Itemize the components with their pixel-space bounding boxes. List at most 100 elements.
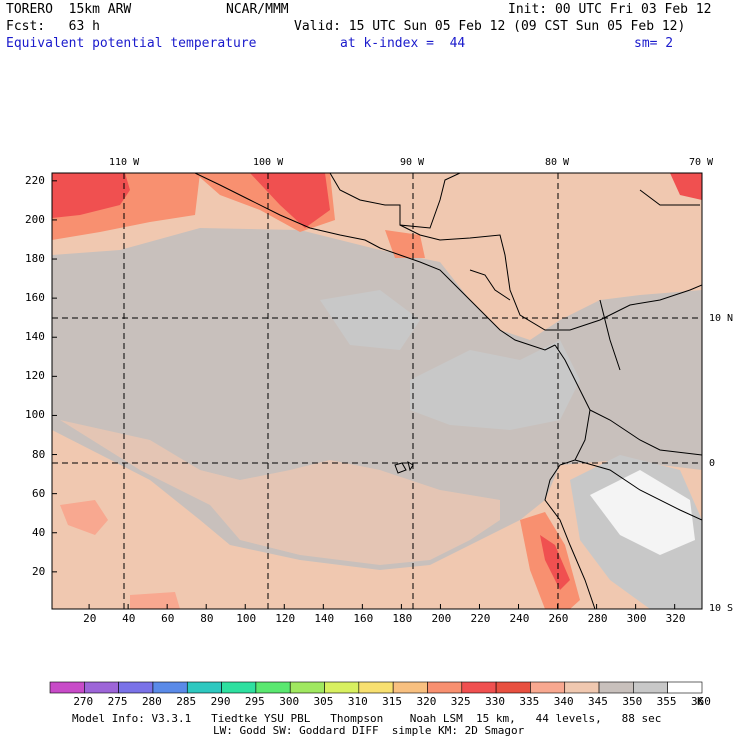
lon-label-70w: 70 W	[689, 157, 714, 168]
colorbar-swatch	[633, 681, 668, 694]
x-tick-label: 260	[548, 612, 569, 625]
coastlines	[194, 173, 702, 609]
lat-label-10s: 10 S	[709, 603, 734, 614]
y-tick-label: 80	[32, 447, 46, 461]
colorbar-value: 350	[622, 695, 643, 708]
colorbar-value: 345	[588, 695, 608, 708]
shade-325-330-guatemala	[385, 230, 425, 258]
colorbar-swatch	[221, 681, 257, 694]
colorbar-swatch	[667, 681, 703, 694]
yucatan-coast	[329, 173, 461, 229]
x-tick-label: 220	[470, 612, 491, 625]
y-tick-label: 120	[25, 369, 45, 383]
lon-label-110w: 110 W	[109, 157, 140, 168]
level-index: at k-index = 44	[340, 36, 466, 51]
y-tick-label: 180	[25, 252, 45, 266]
colorbar-swatch	[84, 681, 119, 694]
shade-335-340-s	[130, 592, 180, 609]
colorbar-value: 290	[210, 695, 231, 708]
colorbar-value: 340	[553, 695, 574, 708]
colorbar-value: 275	[107, 695, 128, 708]
graticule	[52, 173, 702, 609]
colombia-border	[589, 409, 702, 456]
colorbar-value: 320	[416, 695, 437, 708]
galapagos-island-1	[394, 462, 407, 474]
init-time: Init: 00 UTC Fri 03 Feb 12	[508, 2, 712, 17]
model-info: Model Info: V3.3.1 Tiedtke YSU PBL Thomp…	[72, 712, 662, 725]
colorbar-value: 355	[656, 695, 677, 708]
colorbar-swatch	[186, 681, 222, 694]
colorbar-swatch	[118, 681, 154, 694]
colorbar	[49, 681, 703, 694]
colorbar-swatch	[427, 681, 463, 694]
shade-355-360	[590, 470, 695, 555]
y-tick-label: 100	[25, 408, 45, 422]
nicaragua-border	[469, 269, 511, 301]
x-tick-label: 100	[236, 612, 257, 625]
forecast-hour: Fcst: 63 h	[6, 19, 100, 34]
colorbar-swatch	[392, 681, 428, 694]
colorbar-value: 300	[279, 695, 300, 708]
colorbar-value: 315	[382, 695, 403, 708]
colorbar-unit: K	[697, 695, 704, 708]
pacific-coast-central-america	[194, 173, 556, 351]
colorbar-swatch	[255, 681, 291, 694]
south-america-west-coast	[544, 344, 596, 609]
y-tick-label: 160	[25, 291, 45, 305]
hispaniola-coast	[639, 189, 700, 206]
organization: NCAR/MMM	[226, 2, 289, 17]
x-tick-label: 180	[392, 612, 413, 625]
caribbean-coast	[399, 224, 702, 331]
model-name: TORERO 15km ARW	[6, 2, 132, 17]
x-tick-label: 20	[83, 612, 97, 625]
shade-350-355-central	[320, 290, 420, 350]
y-tick-label: 220	[25, 173, 45, 187]
colorbar-swatch	[358, 681, 394, 694]
lon-label-90w: 90 W	[400, 157, 425, 168]
colorbar-value: 305	[313, 695, 334, 708]
colorbar-swatch	[289, 681, 325, 694]
y-tick-label: 40	[32, 525, 46, 539]
x-tick-label: 40	[122, 612, 136, 625]
x-tick-label: 60	[161, 612, 175, 625]
shade-330-335-nw	[52, 173, 130, 218]
colorbar-value: 270	[73, 695, 94, 708]
x-tick-label: 240	[509, 612, 530, 625]
lon-label-80w: 80 W	[545, 157, 570, 168]
x-tick-label: 280	[587, 612, 608, 625]
x-tick-label: 120	[275, 612, 296, 625]
y-tick-label: 20	[32, 564, 46, 578]
theta-e-field	[52, 173, 702, 609]
colorbar-value: 330	[485, 695, 505, 708]
y-ticks	[52, 180, 57, 573]
shade-350-355-east	[410, 340, 580, 430]
lon-label-100w: 100 W	[253, 157, 284, 168]
colorbar-swatch	[598, 681, 634, 694]
y-tick-label: 140	[25, 330, 45, 344]
colorbar-value: 325	[450, 695, 471, 708]
colorbar-swatch	[152, 681, 188, 694]
x-tick-label: 300	[626, 612, 647, 625]
colorbar-value: 280	[141, 695, 162, 708]
x-tick-label: 80	[200, 612, 214, 625]
colorbar-value: 310	[347, 695, 368, 708]
x-tick-label: 200	[431, 612, 452, 625]
colorbar-swatch	[461, 681, 497, 694]
lat-label-10n: 10 N	[709, 313, 734, 324]
y-tick-label: 60	[32, 486, 46, 500]
shade-330-335-peru	[540, 535, 570, 590]
x-tick-label: 320	[665, 612, 686, 625]
x-tick-label: 160	[353, 612, 374, 625]
physics-info: LW: Godd SW: Goddard DIFF simple KM: 2D …	[213, 724, 525, 737]
plot-frame	[51, 172, 703, 610]
valid-time: Valid: 15 UTC Sun 05 Feb 12 (09 CST Sun …	[294, 19, 686, 34]
colorbar-value: 335	[519, 695, 540, 708]
shade-340-band	[60, 420, 500, 565]
colorbar-swatch	[564, 681, 600, 694]
smoothing: sm= 2	[634, 36, 674, 51]
shade-330-335-mexico	[250, 173, 330, 228]
x-ticks	[88, 604, 676, 609]
colorbar-value: 285	[176, 695, 197, 708]
colorbar-swatch	[324, 681, 360, 694]
colorbar-value: 360	[691, 695, 711, 708]
